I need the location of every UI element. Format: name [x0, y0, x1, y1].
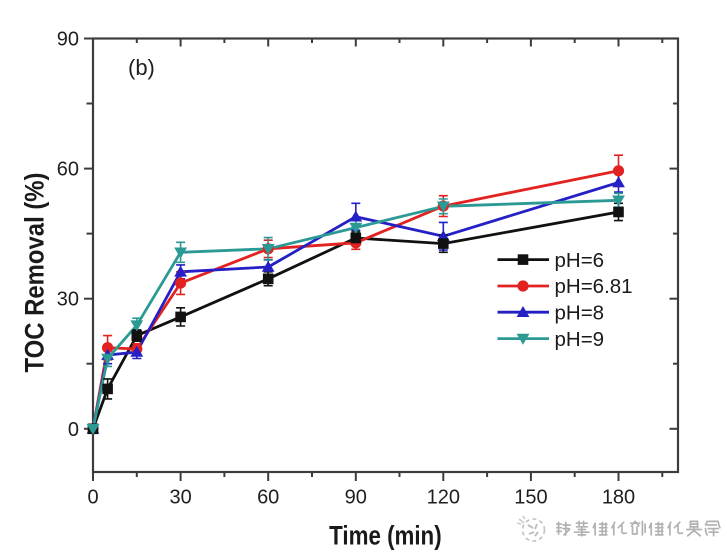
svg-text:TOC Removal (%): TOC Removal (%)	[20, 173, 50, 373]
svg-text:0: 0	[68, 419, 79, 441]
svg-text:120: 120	[427, 487, 460, 509]
svg-text:pH=8: pH=8	[555, 301, 605, 324]
svg-text:pH=9: pH=9	[555, 328, 605, 351]
svg-text:Time (min): Time (min)	[329, 521, 442, 551]
svg-text:pH=6.81: pH=6.81	[555, 275, 633, 298]
svg-text:30: 30	[169, 487, 191, 509]
svg-text:180: 180	[602, 487, 635, 509]
svg-text:30: 30	[57, 289, 79, 311]
svg-text:60: 60	[257, 487, 279, 509]
svg-text:60: 60	[57, 159, 79, 181]
svg-text:0: 0	[87, 487, 98, 509]
svg-text:(b): (b)	[128, 55, 155, 80]
svg-text:150: 150	[514, 487, 547, 509]
svg-text:90: 90	[345, 487, 367, 509]
svg-text:90: 90	[57, 29, 79, 51]
svg-text:pH=6: pH=6	[555, 249, 605, 272]
